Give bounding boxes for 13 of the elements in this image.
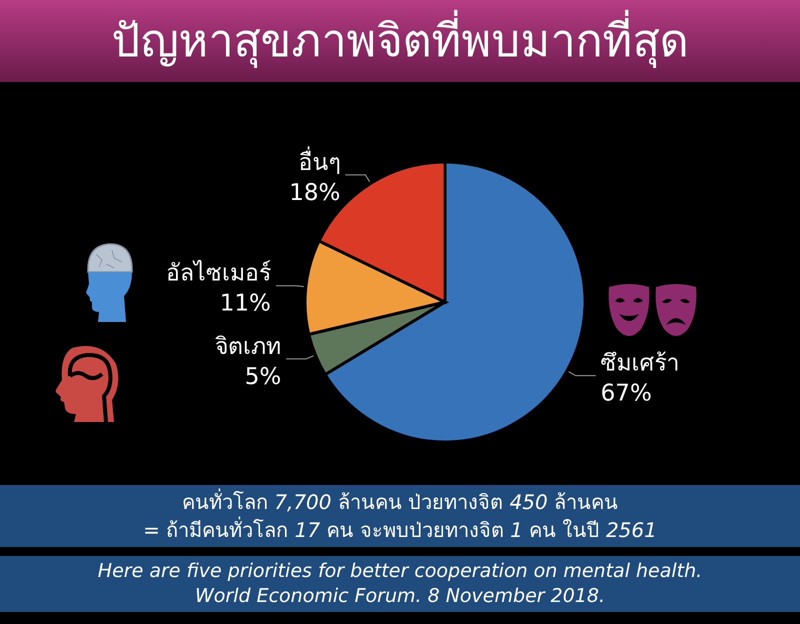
text: คนทั่วโลก 7,700 ล้านคน ป่วยทางจิต 450 ล้านคน	[182, 490, 618, 514]
slice-label: จิตเภท	[215, 334, 282, 360]
slice-label: อัลไซเมอร์	[166, 260, 271, 287]
data-label: 5%	[244, 364, 282, 390]
data-label: 11%	[220, 290, 271, 317]
slice-label: ซึมเศร้า	[600, 350, 680, 377]
chart-title: ปัญหาสุขภาพจิตที่พบมากที่สุด	[0, 0, 800, 82]
data-label: 67%	[600, 380, 652, 407]
text: World Economic Forum. 8 November 2018.	[194, 584, 606, 609]
data-label: 18%	[289, 180, 340, 206]
text: = ถ้ามีคนทั่วโลก 17 คน จะพบป่วยทางจิต 1 คน ในปี 2561	[143, 518, 657, 542]
slice-label: อื่นๆ	[298, 146, 340, 176]
text: Here are five priorities for better cooperation on mental health.	[96, 559, 704, 584]
